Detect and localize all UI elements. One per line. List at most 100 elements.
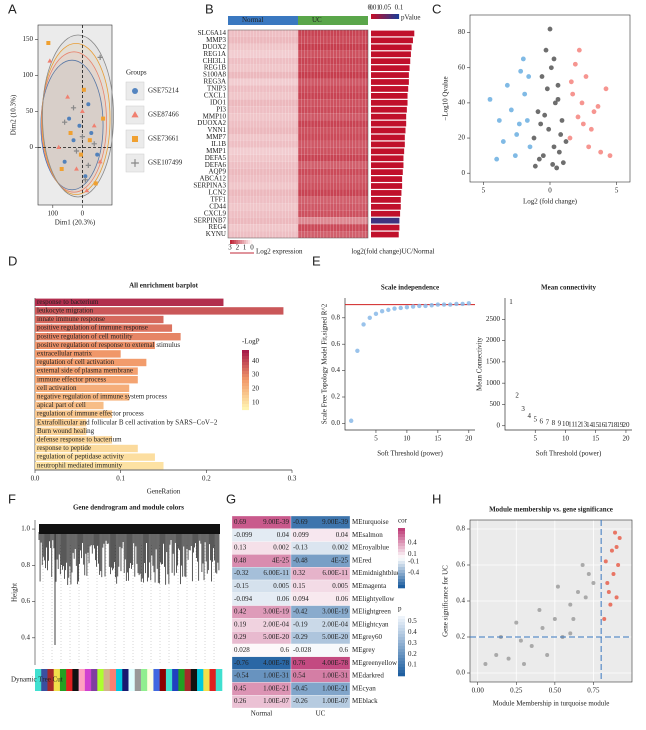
point-label: 10 xyxy=(562,420,570,428)
heat-cell xyxy=(298,71,368,79)
category-label: regulation of immune effector process xyxy=(37,410,144,418)
x-tick-label: 20 xyxy=(622,435,630,443)
legend-tick-label: 40 xyxy=(252,357,260,365)
heat-cell xyxy=(298,210,368,218)
heat-cell xyxy=(298,106,368,114)
y-tick-label: 1000 xyxy=(486,379,501,387)
bar xyxy=(35,358,147,367)
point xyxy=(572,61,578,67)
gene-label: IDO1 xyxy=(210,98,226,106)
point xyxy=(544,86,550,92)
group-ellipse xyxy=(40,59,104,191)
legend-gradient xyxy=(385,14,388,19)
plot-frame xyxy=(37,24,113,206)
heat-cell xyxy=(228,231,298,238)
legend-tick-label: 2 xyxy=(236,244,240,252)
point-label: 17 xyxy=(604,421,612,429)
point xyxy=(82,177,88,183)
legend-gradient xyxy=(393,14,396,19)
fold-bar xyxy=(371,190,402,196)
legend-gradient xyxy=(248,240,251,244)
cell-p: 5.00E-20 xyxy=(263,633,289,641)
cell-value: -0.69 xyxy=(293,518,308,526)
legend-gradient xyxy=(398,661,405,665)
legend-gradient xyxy=(398,582,405,586)
gene-label: CXCL1 xyxy=(204,91,227,99)
point xyxy=(441,302,447,307)
bar xyxy=(35,453,155,461)
category-label: extracellular matrix xyxy=(37,350,92,358)
point-label: 5 xyxy=(533,415,537,423)
point-label: 8 xyxy=(552,419,556,427)
module-label: MEmagenta xyxy=(352,582,387,590)
module-color xyxy=(47,669,54,691)
point xyxy=(348,418,354,423)
module-color xyxy=(172,669,179,691)
x-axis-label: Dim1 (20.3%) xyxy=(55,219,96,227)
point xyxy=(540,153,546,159)
legend-label: GSE107499 xyxy=(148,159,183,167)
y-axis-label: Mean Connectivity xyxy=(476,337,484,391)
y-tick-label: 0 xyxy=(497,421,501,429)
point xyxy=(87,138,92,143)
legend-gradient xyxy=(375,14,378,19)
heat-cell xyxy=(228,203,298,211)
point xyxy=(591,109,597,115)
fold-bar xyxy=(371,210,401,217)
y-tick-label: 100 xyxy=(23,71,34,79)
bar xyxy=(35,350,121,358)
point-label: 13 xyxy=(580,421,588,429)
heat-cell xyxy=(298,154,368,162)
category-label: immune effector process xyxy=(37,375,106,383)
gene-label: TNIP3 xyxy=(207,85,227,93)
cell-p: 1.00E-31 xyxy=(322,672,348,680)
point xyxy=(550,162,556,167)
point xyxy=(551,56,557,62)
gene-label: SLC6A14 xyxy=(198,29,227,37)
legend-gradient xyxy=(234,240,237,244)
point xyxy=(506,656,511,661)
legend-gradient xyxy=(383,14,386,19)
legend-label: GSE73661 xyxy=(148,135,179,143)
point xyxy=(448,302,453,307)
point xyxy=(555,96,561,102)
y-tick-label: 0.8 xyxy=(21,561,30,569)
chart-title: Gene dendrogram and module colors xyxy=(73,504,184,512)
bar xyxy=(35,401,104,410)
legend-tick-label: 0.5 xyxy=(408,617,417,625)
point xyxy=(81,87,86,92)
fold-bar xyxy=(371,65,410,71)
x-tick-label: 0.2 xyxy=(202,475,211,483)
point xyxy=(132,136,138,142)
module-label: MEroyalblue xyxy=(352,544,389,552)
legend-gradient xyxy=(398,531,405,535)
point xyxy=(547,26,553,32)
gene-label: CD44 xyxy=(209,202,226,210)
point xyxy=(567,135,573,141)
fold-bar xyxy=(371,93,408,99)
point xyxy=(67,116,72,121)
cell-p: 0.6 xyxy=(280,646,289,654)
cell-p: 3.00E-19 xyxy=(322,608,348,616)
y-tick-label: 0.0 xyxy=(456,669,465,677)
cell-value: -0.094 xyxy=(234,595,253,603)
legend-gradient xyxy=(398,637,405,641)
legend-gradient xyxy=(398,555,405,559)
x-tick-label: 10 xyxy=(562,435,570,443)
heat-cell xyxy=(228,78,298,86)
point xyxy=(537,608,542,612)
y-tick-label: 500 xyxy=(490,400,501,408)
legend-title: Groups xyxy=(126,69,147,77)
cell-value: -0.54 xyxy=(234,672,249,680)
point xyxy=(70,105,77,111)
heat-cell xyxy=(298,43,368,51)
point xyxy=(613,530,618,535)
heat-cell xyxy=(298,92,368,100)
cell-value: 0.29 xyxy=(234,633,247,641)
point xyxy=(97,159,103,164)
heat-cell xyxy=(228,30,298,37)
heat-cell xyxy=(228,36,298,44)
y-tick-label: 0.6 xyxy=(21,597,30,605)
module-color xyxy=(209,669,217,691)
heat-cell xyxy=(298,161,368,169)
